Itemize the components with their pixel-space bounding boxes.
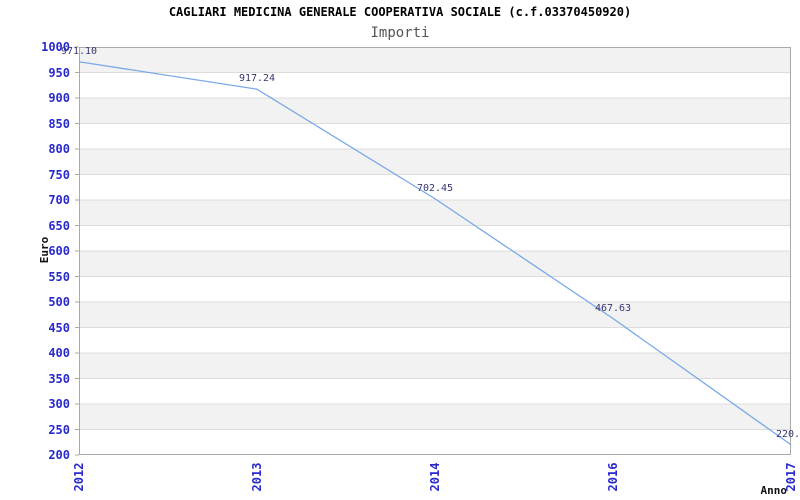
y-tick-label: 650 — [48, 218, 70, 233]
chart-title: CAGLIARI MEDICINA GENERALE COOPERATIVA S… — [168, 5, 632, 19]
plot-band — [79, 251, 791, 277]
y-tick-label: 450 — [48, 320, 70, 335]
chart-subtitle: Importi — [370, 25, 430, 41]
plot-band — [79, 429, 791, 455]
y-tick-label: 550 — [48, 269, 70, 284]
y-axis-title: Euro — [38, 236, 51, 264]
x-axis-title: Anno — [760, 484, 788, 497]
point-label: 971.10 — [60, 45, 98, 57]
plot-band — [79, 149, 791, 175]
y-tick-label: 750 — [48, 167, 70, 182]
y-tick-label: 600 — [48, 244, 70, 258]
point-label: 917.24 — [238, 73, 276, 85]
y-tick-label: 800 — [48, 142, 70, 156]
plot-band — [79, 276, 791, 302]
plot-area — [75, 46, 792, 456]
x-tick-label: 2014 — [428, 462, 442, 492]
point-label: 702.45 — [416, 182, 454, 194]
y-tick-label: 500 — [48, 295, 70, 309]
x-tick-label: 2016 — [606, 462, 620, 492]
plot-band — [79, 378, 791, 404]
x-tick-label: 2012 — [72, 462, 86, 492]
y-tick-label: 900 — [48, 91, 70, 105]
y-tick-label: 1000 — [41, 40, 70, 54]
plot-band — [79, 72, 791, 98]
y-tick-label: 200 — [48, 448, 70, 462]
y-tick-label: 400 — [48, 346, 70, 360]
x-tick-label: 2013 — [250, 462, 264, 492]
y-tick-label: 850 — [48, 116, 70, 131]
y-tick-label: 300 — [48, 397, 70, 411]
plot-band — [79, 174, 791, 200]
y-tick-label: 250 — [48, 422, 70, 437]
plot-band — [79, 123, 791, 149]
plot-border — [79, 47, 791, 455]
plot-band — [79, 404, 791, 430]
series-line — [78, 61, 792, 446]
plot-band — [79, 302, 791, 328]
plot-band — [79, 327, 791, 353]
plot-band — [79, 47, 791, 73]
plot-band — [79, 98, 791, 124]
y-tick-label: 350 — [48, 371, 70, 386]
plot-band — [79, 200, 791, 226]
plot-band — [79, 225, 791, 251]
plot-band — [79, 353, 791, 379]
point-label: 220.1 — [775, 428, 800, 440]
y-tick-label: 950 — [48, 65, 70, 80]
point-label: 467.63 — [594, 302, 632, 314]
y-tick-label: 700 — [48, 193, 70, 207]
